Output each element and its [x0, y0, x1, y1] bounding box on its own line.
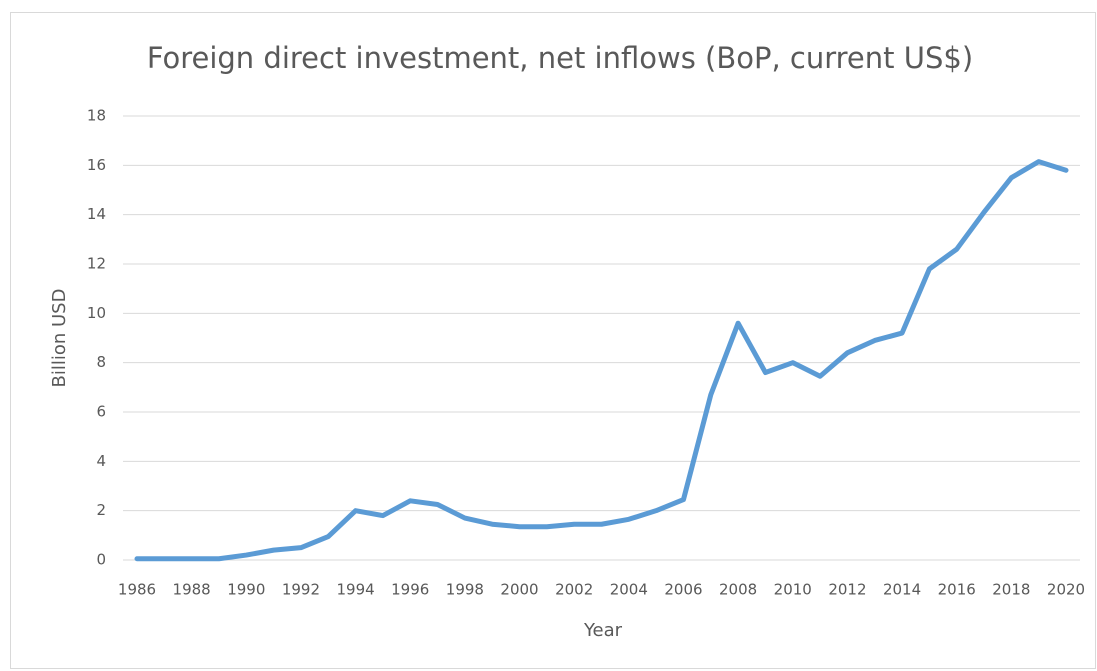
x-tick-label: 1990 [227, 581, 265, 599]
y-tick-label: 0 [96, 551, 106, 569]
x-tick-label: 2014 [883, 581, 921, 599]
y-tick-label: 14 [87, 205, 106, 223]
y-tick-label: 8 [96, 353, 106, 371]
x-tick-label: 1986 [118, 581, 156, 599]
x-tick-label: 1996 [391, 581, 429, 599]
y-tick-label: 18 [87, 107, 106, 125]
chart-title: Foreign direct investment, net inflows (… [147, 41, 973, 75]
y-tick-label: 6 [96, 403, 106, 421]
x-axis-label: Year [583, 620, 623, 641]
chart-border [10, 12, 1096, 669]
x-tick-label: 1998 [446, 581, 484, 599]
x-tick-label: 1992 [282, 581, 320, 599]
x-tick-label: 2012 [828, 581, 866, 599]
x-tick-label: 2010 [774, 581, 812, 599]
x-tick-label: 1994 [336, 581, 374, 599]
x-tick-label: 2016 [938, 581, 976, 599]
x-tick-label: 2020 [1047, 581, 1085, 599]
y-tick-label: 2 [96, 501, 106, 519]
y-tick-label: 16 [87, 156, 106, 174]
x-tick-label: 2018 [992, 581, 1030, 599]
y-tick-label: 10 [87, 304, 106, 322]
x-tick-label: 2008 [719, 581, 757, 599]
x-tick-label: 2006 [664, 581, 702, 599]
x-tick-label: 1988 [173, 581, 211, 599]
x-tick-label: 2004 [610, 581, 648, 599]
y-tick-label: 4 [96, 452, 106, 470]
data-line [134, 159, 1069, 562]
y-axis-label: Billion USD [49, 289, 70, 388]
y-tick-label: 12 [87, 255, 106, 273]
x-tick-label: 2000 [500, 581, 538, 599]
x-tick-label: 2002 [555, 581, 593, 599]
